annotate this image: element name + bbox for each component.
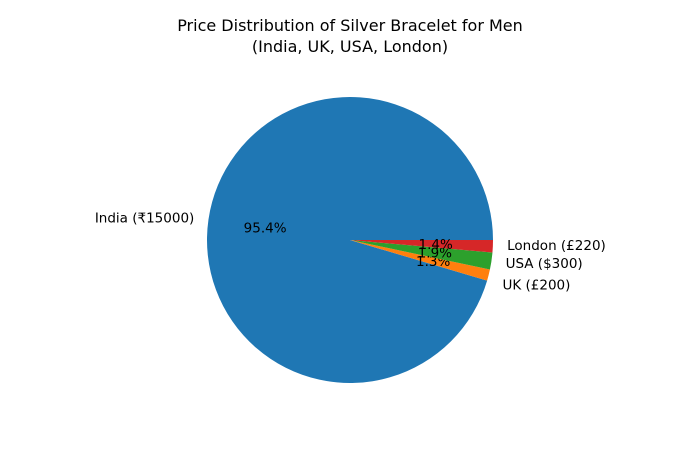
chart-title: Price Distribution of Silver Bracelet fo… (177, 16, 523, 35)
percent-label: 95.4% (244, 221, 287, 237)
pie-slice-india (206, 96, 494, 383)
chart-subtitle: (India, UK, USA, London) (251, 37, 449, 56)
percent-label: 1.4% (419, 237, 453, 253)
category-label: UK (£200) (502, 278, 570, 294)
pie-slice-london (350, 240, 493, 253)
category-label: London (£220) (507, 238, 606, 254)
percent-label: 1.9% (418, 246, 452, 262)
category-label: India (₹15000) (95, 210, 195, 226)
category-label: USA ($300) (506, 256, 583, 272)
pie-slice-usa (350, 240, 493, 270)
pie-slice-uk (350, 240, 490, 281)
